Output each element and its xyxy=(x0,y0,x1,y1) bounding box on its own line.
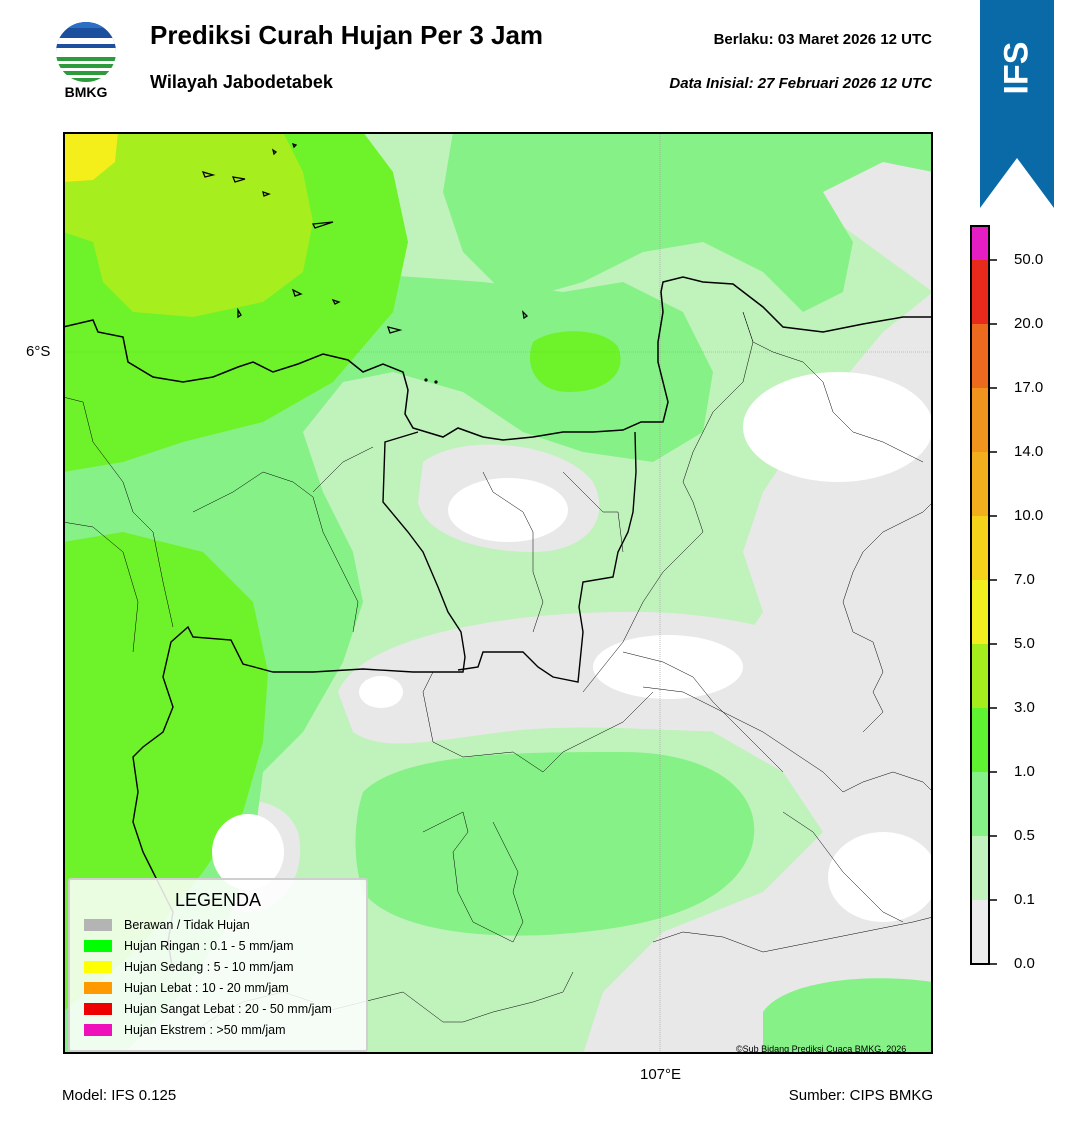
legend-swatch xyxy=(84,940,112,952)
colorbar-tick-label: 5.0 xyxy=(1014,635,1035,652)
colorbar-tick-label: 0.1 xyxy=(1014,891,1035,908)
colorbar-tick-label: 1.0 xyxy=(1014,763,1035,780)
dry-spot-3 xyxy=(359,676,403,708)
colorbar-bin xyxy=(971,516,989,580)
province-boundary-dki xyxy=(457,431,637,683)
colorbar-tick-label: 20.0 xyxy=(1014,315,1044,332)
colorbar-tick-label: 50.0 xyxy=(1014,251,1044,268)
province-boundary xyxy=(132,431,466,973)
valid-time: Berlaku: 03 Maret 2026 12 UTC xyxy=(713,31,932,48)
colorbar-tick-label: 0.0 xyxy=(1014,955,1035,972)
colorbar-bin xyxy=(971,836,989,900)
source-label: Sumber: CIPS BMKG xyxy=(788,1087,933,1104)
colorbar-bin xyxy=(971,324,989,388)
bmkg-logo-icon xyxy=(56,22,116,82)
light-rain-southeast xyxy=(763,978,933,1054)
islands xyxy=(201,142,529,334)
colorbar-tick-label: 14.0 xyxy=(1014,443,1044,460)
initial-time: Data Inisial: 27 Februari 2026 12 UTC xyxy=(669,75,932,92)
legend-title: LEGENDA xyxy=(174,890,262,910)
moderate-rain-spot xyxy=(529,331,621,392)
colorbar-bin xyxy=(971,772,989,836)
colorbar-bin xyxy=(971,900,989,964)
light-rain-south xyxy=(355,752,755,936)
page-title: Prediksi Curah Hujan Per 3 Jam xyxy=(150,20,544,50)
dry-spot-4 xyxy=(212,814,284,890)
rainfall-map xyxy=(63,132,933,1054)
colorbar-bin xyxy=(971,708,989,772)
colorbar-tick-label: 7.0 xyxy=(1014,571,1035,588)
coastline xyxy=(63,276,933,441)
legend-swatch xyxy=(84,1024,112,1036)
light-rain-north xyxy=(63,132,933,312)
heavy-rain-corner xyxy=(63,132,118,182)
colorbar-tick-label: 17.0 xyxy=(1014,379,1044,396)
colorbar-tick-label: 10.0 xyxy=(1014,507,1044,524)
bmkg-logo-text: BMKG xyxy=(64,84,108,100)
legend-swatch xyxy=(84,919,112,931)
colorbar-bin xyxy=(971,226,989,260)
legend-swatch xyxy=(84,1003,112,1015)
colorbar-bin xyxy=(971,260,989,324)
legend-panel: LEGENDA Berawan / Tidak Hujan Hujan Ring… xyxy=(68,878,368,1052)
district-boundaries xyxy=(63,311,933,1033)
model-label: Model: IFS 0.125 xyxy=(62,1087,177,1104)
cloudy-area-east xyxy=(583,132,933,1054)
legend-swatch xyxy=(84,961,112,973)
dry-spot-2 xyxy=(593,635,743,699)
lat-tick-label: 6°S xyxy=(26,343,51,360)
colorbar-bin xyxy=(971,580,989,644)
moderate-high-rain xyxy=(63,132,313,317)
bmkg-logo: BMKG xyxy=(50,18,122,102)
colorbar-bin xyxy=(971,388,989,452)
copyright-text: ©Sub Bidang Prediksi Cuaca BMKG, 2026 xyxy=(736,1044,907,1054)
ifs-ribbon: IFS xyxy=(980,0,1054,208)
legend-swatch xyxy=(84,982,112,994)
dry-spot-6 xyxy=(828,832,933,922)
colorbar-bin xyxy=(971,644,989,708)
ifs-label: IFS xyxy=(997,41,1036,95)
dry-spot-5 xyxy=(743,372,933,482)
lon-tick-label: 107°E xyxy=(640,1066,682,1083)
colorbar xyxy=(970,225,997,965)
dry-spot-1 xyxy=(448,478,568,542)
region-subtitle: Wilayah Jabodetabek xyxy=(150,72,333,92)
colorbar-bin xyxy=(971,452,989,516)
colorbar-tick-label: 3.0 xyxy=(1014,699,1035,716)
colorbar-tick-label: 0.5 xyxy=(1014,827,1035,844)
